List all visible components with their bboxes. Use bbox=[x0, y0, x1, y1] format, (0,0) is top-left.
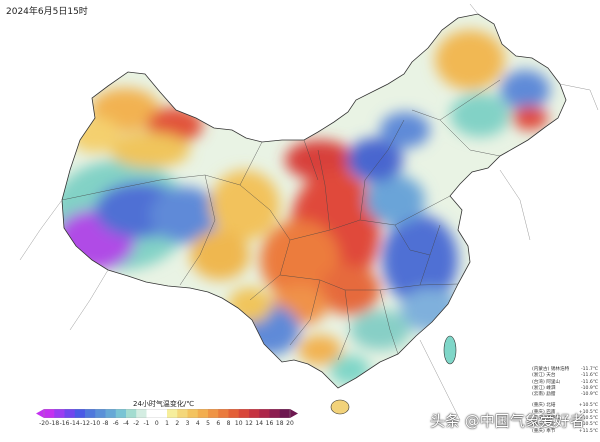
station-extremes: (内蒙古) 锡林浩特 -11.7℃ (浙江) 天台 -11.6℃ (台湾) 阿里山 -11… bbox=[532, 367, 598, 435]
legend-tick-label: -20 bbox=[39, 420, 49, 427]
legend-tick-label: -10 bbox=[90, 420, 101, 427]
legend-tick-label: 10 bbox=[234, 420, 243, 427]
legend-swatch bbox=[208, 409, 219, 418]
legend-tick-label: -18 bbox=[49, 420, 60, 427]
station-row: (重庆) 北碚 +10.5℃ bbox=[532, 403, 598, 409]
legend-tick-label: 2 bbox=[175, 420, 180, 427]
station-value: -10.9℃ bbox=[580, 385, 598, 391]
legend-tick-label: -4 bbox=[123, 420, 129, 427]
taiwan-island bbox=[443, 335, 457, 365]
station-region-name: (重庆) 江北 bbox=[532, 422, 556, 428]
station-region-name: (重庆) 巴南 bbox=[532, 409, 556, 415]
legend-tick-label: -16 bbox=[59, 420, 70, 427]
station-row: (重庆) 巴南 +10.5℃ bbox=[532, 410, 598, 416]
legend-tick-label: 0 bbox=[154, 420, 159, 427]
legend-tick-label: 20 bbox=[286, 420, 294, 427]
legend-arrow-low bbox=[36, 409, 44, 418]
station-row: (云南) 勐腊 -10.9℃ bbox=[532, 392, 598, 398]
legend-tick-labels: -20 -18 -16 -14 -12 -10 -8 -6 -4 -2 -1 0 1 2 3 4 5 6 8 10 12… bbox=[26, 420, 306, 430]
legend-swatch bbox=[95, 409, 106, 418]
legend-tick-label: 16 bbox=[265, 420, 274, 427]
legend-tick-label: 18 bbox=[275, 420, 284, 427]
station-region-name: (内蒙古) 锡林浩特 bbox=[532, 367, 570, 372]
station-row: (重庆) 江北 +10.5℃ bbox=[532, 422, 598, 428]
source-watermark: 头条 @中国气象爱好者 bbox=[430, 412, 585, 430]
legend-swatch bbox=[126, 409, 137, 418]
legend-swatch bbox=[269, 409, 281, 418]
legend-swatch bbox=[238, 409, 250, 418]
legend-tick-label: 4 bbox=[195, 420, 200, 427]
legend-tick-label: -8 bbox=[102, 420, 109, 427]
legend-swatch bbox=[156, 409, 168, 418]
station-value: -11.7℃ bbox=[580, 367, 598, 372]
legend-swatch bbox=[249, 409, 260, 418]
legend-swatch bbox=[64, 409, 76, 418]
hainan-island bbox=[330, 399, 350, 415]
station-row: (内蒙古) 锡林浩特 -11.7℃ bbox=[532, 367, 598, 373]
legend-tick-label: 5 bbox=[206, 420, 210, 427]
legend-swatch bbox=[177, 409, 188, 418]
legend-swatch bbox=[218, 409, 229, 418]
station-region-name: (重庆) 沙坪坝 bbox=[532, 416, 561, 422]
station-value: +10.5℃ bbox=[578, 416, 598, 422]
legend-swatch bbox=[167, 409, 178, 418]
legend-color-bar bbox=[36, 409, 298, 418]
station-region-name: (浙江) 嵊泗 bbox=[532, 385, 556, 391]
legend-swatch bbox=[115, 409, 127, 418]
legend-swatch bbox=[105, 409, 117, 418]
legend-title: 24小时气温变化/℃ bbox=[133, 400, 195, 408]
station-value: +10.5℃ bbox=[578, 422, 598, 428]
legend-tick-label: -2 bbox=[133, 420, 140, 427]
legend-swatch bbox=[146, 409, 158, 418]
legend-tick-label: 6 bbox=[216, 420, 221, 427]
legend-swatch bbox=[44, 409, 55, 418]
legend-tick-label: 12 bbox=[245, 420, 253, 427]
legend-tick-label: -14 bbox=[69, 420, 80, 427]
legend-tick-label: -6 bbox=[112, 420, 119, 427]
station-region-name: (重庆) 北碚 bbox=[532, 403, 556, 409]
china-outline bbox=[61, 13, 567, 389]
station-row: (浙江) 嵊泗 -10.9℃ bbox=[532, 386, 598, 392]
legend-tick-label: -1 bbox=[143, 420, 150, 427]
legend-swatch bbox=[136, 409, 147, 418]
station-region-name: (云南) 勐腊 bbox=[532, 392, 556, 398]
legend-swatch bbox=[279, 409, 291, 418]
legend-tick-label: 3 bbox=[185, 420, 190, 427]
legend-tick-label: 14 bbox=[255, 420, 264, 427]
station-value: +10.5℃ bbox=[578, 409, 598, 415]
legend-swatch bbox=[197, 409, 209, 418]
legend-arrow-high bbox=[290, 409, 298, 418]
map-timestamp: 2024年6月5日15时 bbox=[6, 7, 88, 17]
station-row: (重庆) 奉节 +11.5℃ bbox=[532, 429, 598, 435]
legend-tick-label: -12 bbox=[80, 420, 90, 427]
station-region-name: (浙江) 天台 bbox=[532, 373, 556, 379]
legend-swatch bbox=[85, 409, 96, 418]
cold-station-list: (内蒙古) 锡林浩特 -11.7℃ (浙江) 天台 -11.6℃ (台湾) 阿里山 -11… bbox=[532, 367, 598, 398]
station-value: -11.6℃ bbox=[580, 379, 598, 385]
station-region-name: (台湾) 阿里山 bbox=[532, 379, 561, 385]
station-value: +11.5℃ bbox=[578, 428, 598, 434]
warm-station-list: (重庆) 北碚 +10.5℃ (重庆) 巴南 +10.5℃ (重庆) 沙坪坝 +10.5℃… bbox=[532, 403, 598, 434]
legend-tick-label: 8 bbox=[226, 420, 231, 427]
station-region-name: (重庆) 奉节 bbox=[532, 428, 556, 434]
province-borders bbox=[61, 79, 501, 361]
station-row: (台湾) 阿里山 -11.6℃ bbox=[532, 380, 598, 386]
station-value: -10.9℃ bbox=[580, 392, 598, 398]
legend-swatch bbox=[259, 409, 270, 418]
station-row: (浙江) 天台 -11.6℃ bbox=[532, 373, 598, 379]
legend-swatch bbox=[54, 409, 65, 418]
station-value: -11.6℃ bbox=[580, 373, 598, 379]
legend-swatch bbox=[187, 409, 199, 418]
station-row: (重庆) 沙坪坝 +10.5℃ bbox=[532, 416, 598, 422]
legend-swatch bbox=[228, 409, 240, 418]
legend-swatch bbox=[74, 409, 86, 418]
station-value: +10.5℃ bbox=[578, 403, 598, 409]
legend-tick-label: 1 bbox=[165, 420, 169, 427]
neighbor-borders bbox=[19, 3, 599, 421]
